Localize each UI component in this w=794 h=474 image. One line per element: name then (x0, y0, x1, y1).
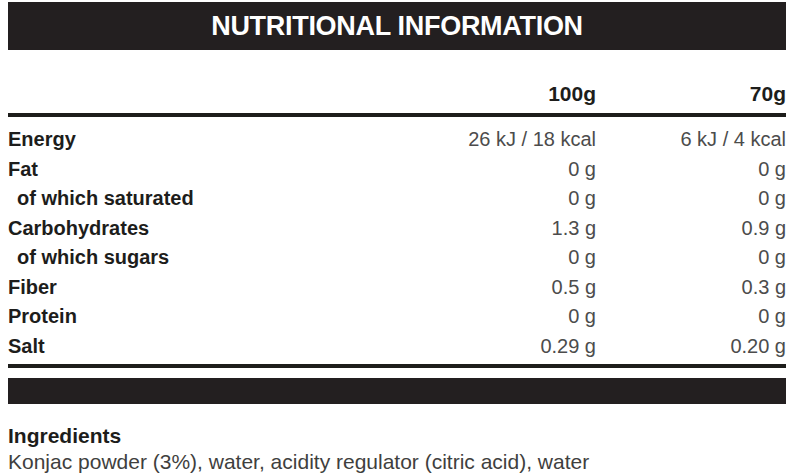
table-body: Energy 26 kJ / 18 kcal 6 kJ / 4 kcal Fat… (8, 115, 786, 361)
page-title: NUTRITIONAL INFORMATION (211, 11, 583, 42)
value-per-70g: 6 kJ / 4 kcal (596, 115, 786, 155)
table-row: of which saturated 0 g 0 g (8, 184, 786, 214)
nutrition-label-page: NUTRITIONAL INFORMATION 100g 70g Energy … (0, 0, 794, 474)
table-bottom-rule (8, 364, 786, 368)
nutrition-table: 100g 70g Energy 26 kJ / 18 kcal 6 kJ / 4… (8, 82, 786, 361)
column-header-nutrient (8, 82, 406, 115)
table-row: Energy 26 kJ / 18 kcal 6 kJ / 4 kcal (8, 115, 786, 155)
ingredients-section: Ingredients Konjac powder (3%), water, a… (8, 424, 786, 474)
value-per-70g: 0 g (596, 155, 786, 185)
value-per-100g: 0 g (406, 302, 596, 332)
nutrient-label: Fiber (8, 273, 406, 303)
nutrient-label: Fat (8, 155, 406, 185)
value-per-100g: 0 g (406, 243, 596, 273)
value-per-100g: 0.5 g (406, 273, 596, 303)
column-header-100g: 100g (406, 82, 596, 115)
value-per-100g: 0.29 g (406, 332, 596, 362)
nutrient-label: Carbohydrates (8, 214, 406, 244)
nutrient-label: Energy (8, 115, 406, 155)
header-bar: NUTRITIONAL INFORMATION (8, 2, 786, 50)
column-header-row: 100g 70g (8, 82, 786, 115)
value-per-70g: 0 g (596, 243, 786, 273)
value-per-70g: 0.20 g (596, 332, 786, 362)
value-per-100g: 1.3 g (406, 214, 596, 244)
table-row: Protein 0 g 0 g (8, 302, 786, 332)
value-per-100g: 0 g (406, 155, 596, 185)
table-row: Carbohydrates 1.3 g 0.9 g (8, 214, 786, 244)
value-per-70g: 0 g (596, 184, 786, 214)
table-row: Fat 0 g 0 g (8, 155, 786, 185)
table-header: 100g 70g (8, 82, 786, 115)
value-per-70g: 0.3 g (596, 273, 786, 303)
value-per-70g: 0 g (596, 302, 786, 332)
value-per-100g: 0 g (406, 184, 596, 214)
nutrient-label: Protein (8, 302, 406, 332)
table-row: Fiber 0.5 g 0.3 g (8, 273, 786, 303)
divider-bar (8, 378, 786, 404)
value-per-70g: 0.9 g (596, 214, 786, 244)
column-header-70g: 70g (596, 82, 786, 115)
table-row: of which sugars 0 g 0 g (8, 243, 786, 273)
nutrient-label: of which saturated (8, 184, 406, 214)
ingredients-heading: Ingredients (8, 424, 786, 448)
nutrient-label: Salt (8, 332, 406, 362)
ingredients-text: Konjac powder (3%), water, acidity regul… (8, 450, 786, 474)
value-per-100g: 26 kJ / 18 kcal (406, 115, 596, 155)
table-row: Salt 0.29 g 0.20 g (8, 332, 786, 362)
nutrient-label: of which sugars (8, 243, 406, 273)
